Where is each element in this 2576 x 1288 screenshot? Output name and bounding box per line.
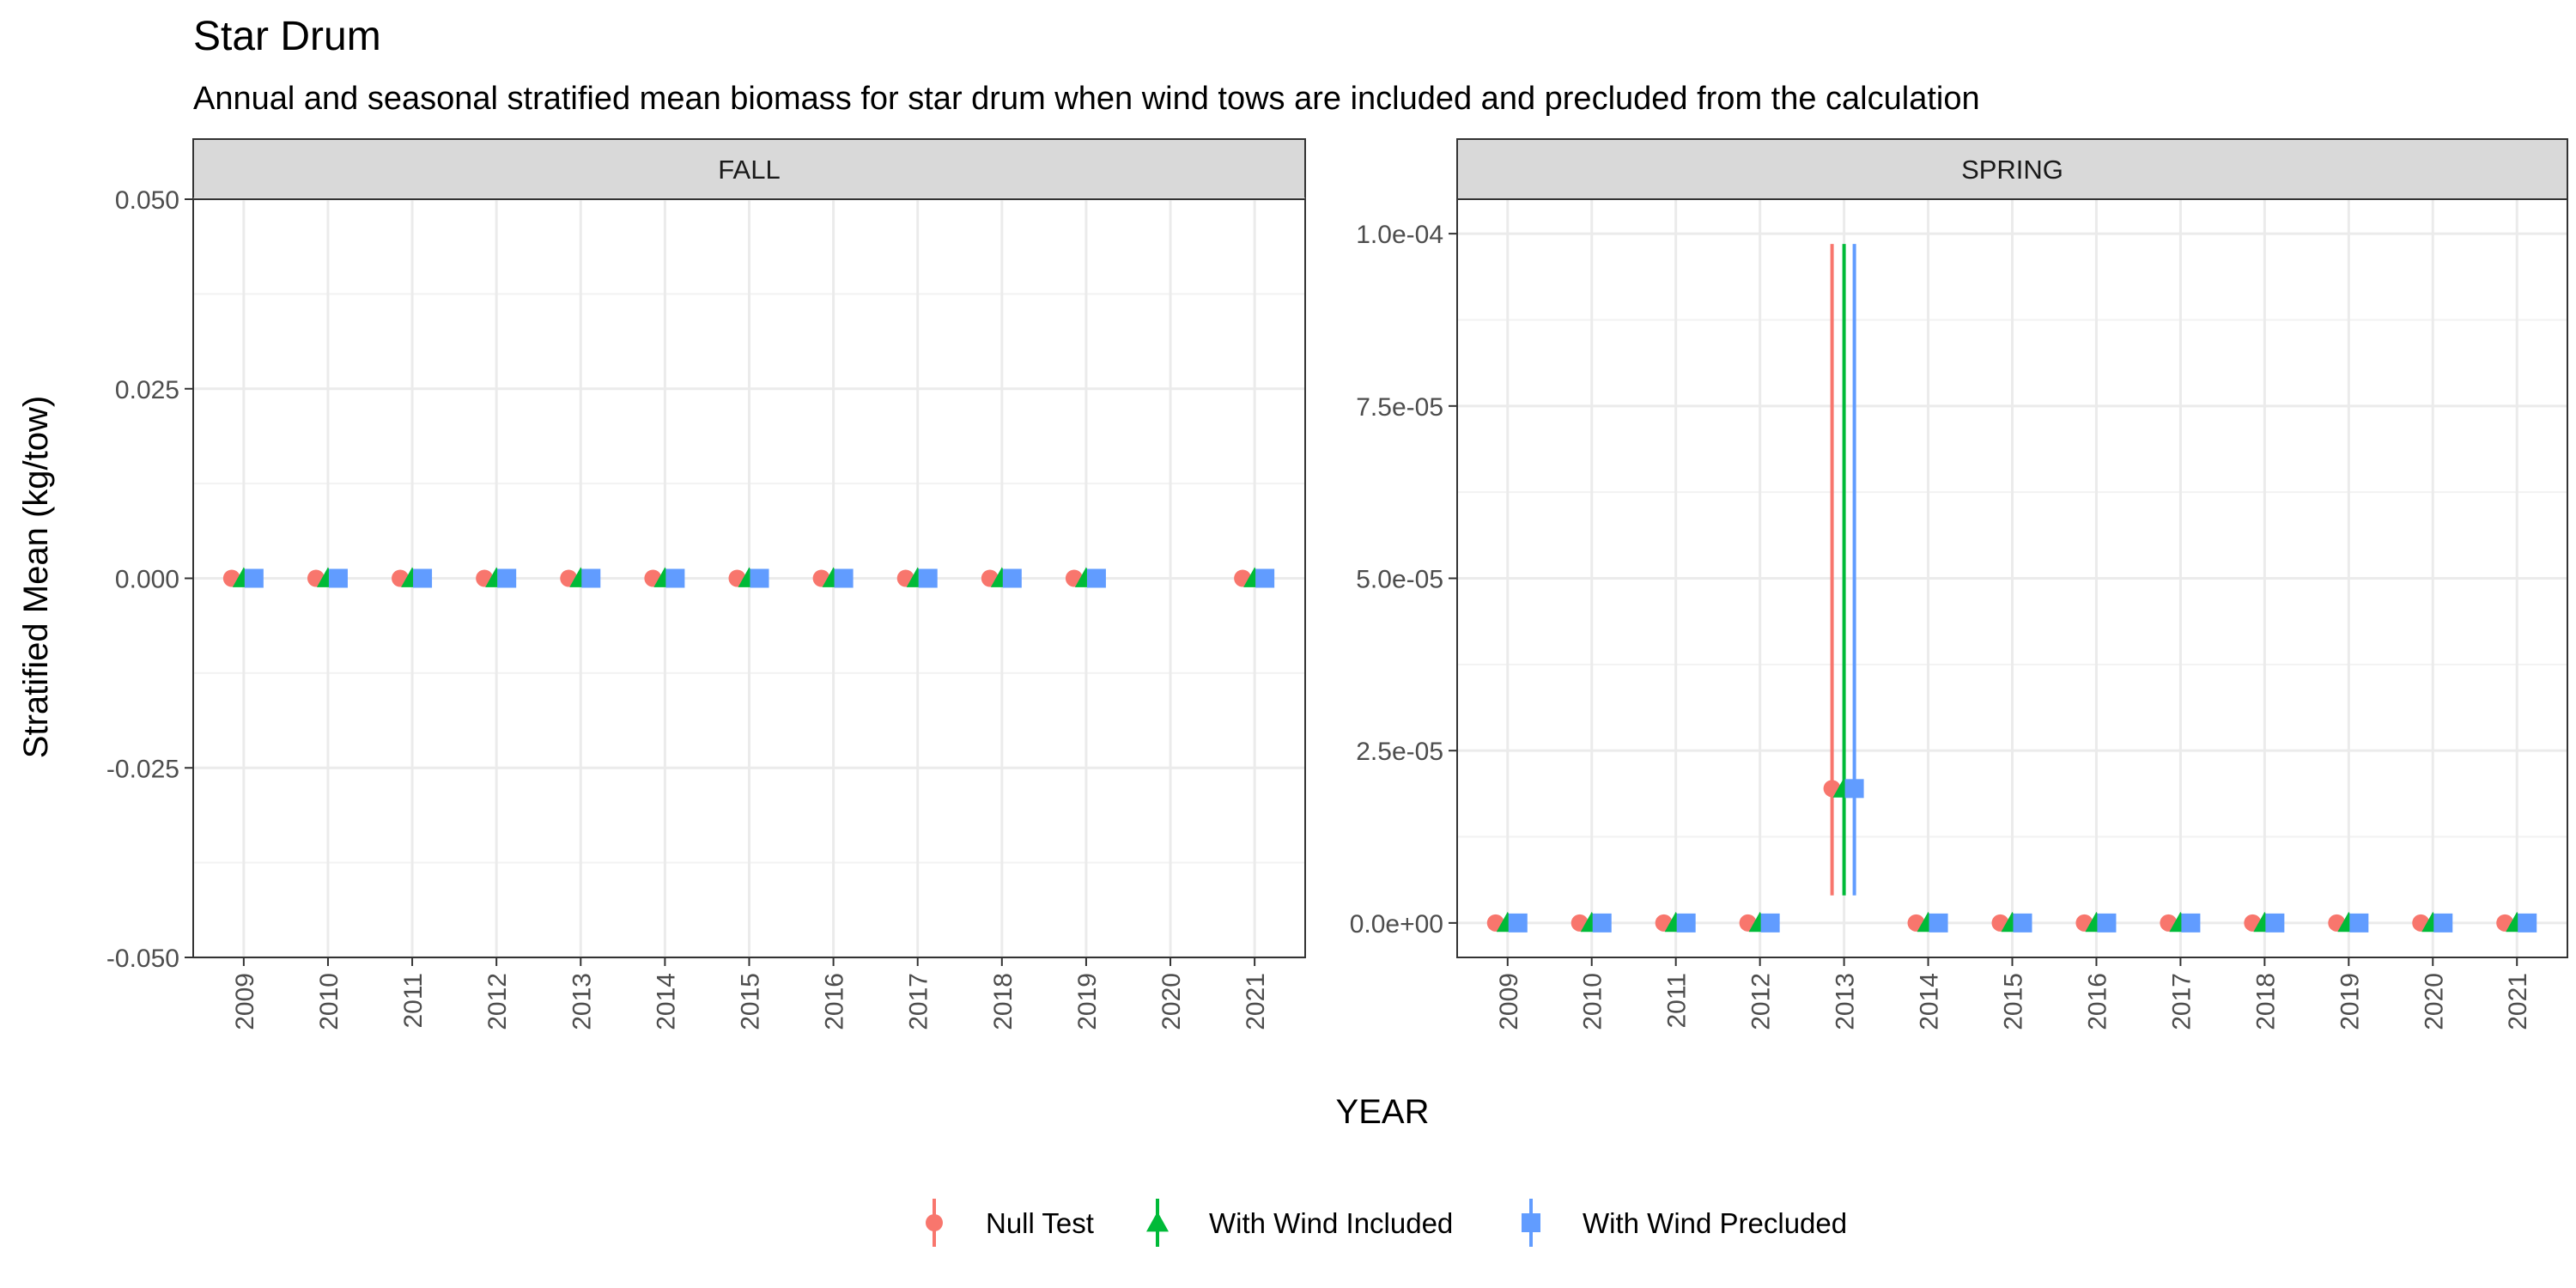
data-point xyxy=(497,568,517,588)
data-point xyxy=(1844,779,1864,799)
legend-key-marker xyxy=(1146,1212,1169,1232)
legend-item: With Wind Precluded xyxy=(1522,1199,1847,1247)
panel-border xyxy=(192,198,1306,958)
data-point xyxy=(2265,913,2285,933)
chart-subtitle: Annual and seasonal stratified mean biom… xyxy=(193,81,1980,117)
data-point xyxy=(665,568,685,588)
x-tick-label: 2019 xyxy=(2336,973,2364,1030)
strip-label: SPRING xyxy=(1961,155,2063,185)
legend-item: With Wind Included xyxy=(1146,1199,1453,1247)
y-tick-label: 0.050 xyxy=(115,186,179,215)
legend-label: Null Test xyxy=(986,1207,1094,1239)
data-point xyxy=(750,568,769,588)
x-tick-label: 2014 xyxy=(652,973,680,1030)
x-tick-label: 2015 xyxy=(2000,973,2028,1030)
panel-border xyxy=(1456,198,2568,958)
y-tick-label: -0.025 xyxy=(106,755,179,783)
data-point xyxy=(834,568,854,588)
x-tick-label: 2020 xyxy=(1157,973,1186,1030)
data-point xyxy=(2181,913,2201,933)
legend-label: With Wind Precluded xyxy=(1583,1207,1847,1239)
y-tick-label: 5.0e-05 xyxy=(1356,566,1443,594)
x-tick-label: 2017 xyxy=(905,973,933,1030)
x-tick-label: 2018 xyxy=(2251,973,2280,1030)
legend-item: Null Test xyxy=(926,1199,1094,1247)
x-tick-label: 2010 xyxy=(315,973,343,1030)
x-tick-label: 2021 xyxy=(1242,973,1270,1030)
data-point xyxy=(2433,913,2453,933)
data-point xyxy=(2349,913,2369,933)
y-tick-label: 1.0e-04 xyxy=(1356,221,1443,249)
strip-background xyxy=(1456,138,2568,200)
chart-title: Star Drum xyxy=(193,14,381,59)
data-point xyxy=(918,568,938,588)
legend-key-marker xyxy=(1522,1213,1540,1232)
data-point xyxy=(2518,913,2537,933)
data-point xyxy=(328,568,348,588)
x-tick-label: 2011 xyxy=(399,973,428,1029)
y-tick-label: 0.025 xyxy=(115,376,179,404)
data-point xyxy=(1255,568,1275,588)
data-point xyxy=(244,568,264,588)
data-point xyxy=(1086,568,1106,588)
x-tick-label: 2013 xyxy=(1832,973,1860,1030)
x-tick-label: 2012 xyxy=(1747,973,1776,1030)
x-tick-label: 2014 xyxy=(1916,973,1944,1030)
x-tick-label: 2018 xyxy=(989,973,1018,1030)
strip-label: FALL xyxy=(718,155,780,185)
legend-label: With Wind Included xyxy=(1209,1207,1453,1239)
y-tick-label: 7.5e-05 xyxy=(1356,393,1443,422)
x-axis-title: YEAR xyxy=(1336,1093,1430,1131)
x-tick-label: 2017 xyxy=(2167,973,2196,1030)
x-tick-label: 2009 xyxy=(231,973,259,1030)
panel-spring: SPRING 0.0e+00 2.5e-05 5.0e-05 7.5e-05 1.0e-0… xyxy=(1350,138,2568,1030)
legend-key-marker xyxy=(926,1214,943,1231)
data-point xyxy=(1002,568,1022,588)
data-point xyxy=(581,568,601,588)
x-tick-label: 2016 xyxy=(821,973,849,1030)
y-tick-label: 0.000 xyxy=(115,566,179,594)
x-tick-label: 2016 xyxy=(2083,973,2111,1030)
x-tick-label: 2021 xyxy=(2504,973,2532,1030)
data-point xyxy=(2013,913,2032,933)
data-point xyxy=(1760,913,1780,933)
x-tick-label: 2011 xyxy=(1663,973,1692,1029)
data-point xyxy=(1676,913,1696,933)
x-tick-label: 2009 xyxy=(1495,973,1523,1030)
x-tick-label: 2019 xyxy=(1073,973,1102,1030)
x-tick-label: 2020 xyxy=(2420,973,2448,1030)
legend: Null Test With Wind Included With Wind Pre… xyxy=(926,1199,1847,1247)
data-point xyxy=(413,568,433,588)
data-point xyxy=(1592,913,1612,933)
y-tick-label: -0.050 xyxy=(106,945,179,973)
x-tick-label: 2010 xyxy=(1579,973,1607,1030)
x-tick-label: 2012 xyxy=(483,973,512,1030)
panel-fall: FALL -0.050 -0.025 0.000 0.025 0.050 2009 2010 2… xyxy=(106,138,1306,1030)
data-point xyxy=(1929,913,1948,933)
x-tick-label: 2013 xyxy=(568,973,596,1030)
y-tick-label: 2.5e-05 xyxy=(1356,738,1443,766)
x-tick-label: 2015 xyxy=(737,973,765,1030)
data-point xyxy=(1508,913,1528,933)
y-axis-title: Stratified Mean (kg/tow) xyxy=(17,396,55,758)
data-point xyxy=(2097,913,2117,933)
strip-background xyxy=(192,138,1306,200)
y-tick-label: 0.0e+00 xyxy=(1350,910,1443,939)
